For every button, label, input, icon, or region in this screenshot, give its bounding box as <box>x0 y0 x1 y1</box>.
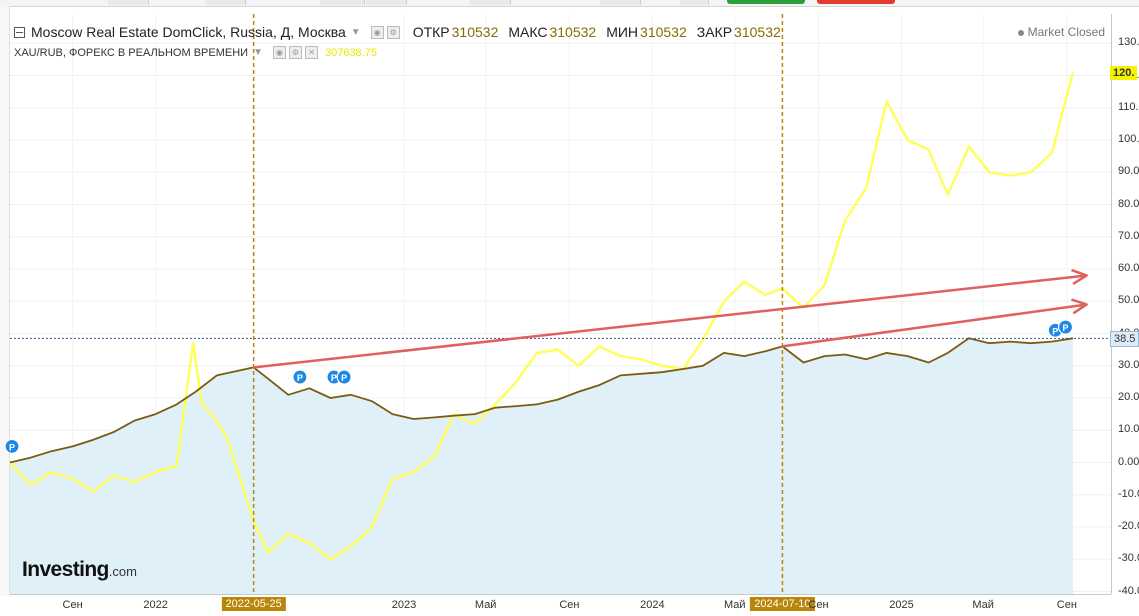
p-marker[interactable] <box>4 438 20 454</box>
secondary-last-badge: 120. <box>1110 66 1138 80</box>
x-tick-label: 2024 <box>640 599 665 611</box>
open-label: ОТКР <box>412 24 450 40</box>
p-marker[interactable] <box>336 369 352 385</box>
toolbar-button[interactable] <box>320 0 365 5</box>
y-tick-label: 70.00 <box>1118 229 1139 242</box>
y-tick-label: -10.00 <box>1118 487 1139 500</box>
primary-series-area <box>10 338 1073 594</box>
logo-name: Investing <box>22 558 109 581</box>
x-tick-label: Сен <box>808 599 829 611</box>
x-tick-label: Сен <box>62 599 83 611</box>
y-axis-line <box>1111 14 1112 594</box>
x-tick-label: Май <box>972 599 994 611</box>
event-vertical-lines <box>252 14 784 594</box>
p-marker-label: P <box>341 373 347 383</box>
x-tick-label: 2022 <box>143 599 168 611</box>
x-tick-label: Май <box>474 599 497 611</box>
logo-suffix: .com <box>108 564 137 579</box>
y-tick-label: 60.00 <box>1118 262 1139 274</box>
trend-arrow-head <box>1071 298 1088 315</box>
high-value: 310532 <box>549 24 597 40</box>
chevron-down-icon[interactable]: ▼ <box>350 26 361 38</box>
y-tick-label: 50.00 <box>1118 294 1139 307</box>
x-tick-label: Сен <box>1056 599 1077 611</box>
y-tick-label: 30.00 <box>1118 358 1139 371</box>
investing-logo: Investing.com <box>22 558 137 582</box>
y-tick-label: 10.00 <box>1118 423 1139 436</box>
gear-icon[interactable]: ⚙ <box>386 25 400 39</box>
toolbar-button[interactable] <box>366 0 407 5</box>
y-tick-label: 100.00 <box>1118 133 1139 145</box>
low-label: МИН <box>606 24 639 40</box>
legend-secondary[interactable]: XAU/RUB, ФОРЕКС В РЕАЛЬНОМ ВРЕМЕНИ ▼ ◉ ⚙… <box>14 46 377 59</box>
close-value: 310532 <box>734 24 781 40</box>
buy-button[interactable] <box>727 0 805 4</box>
trend-arrows <box>253 268 1088 369</box>
trend-arrow <box>253 274 1087 369</box>
y-tick-label: -40.00 <box>1118 584 1139 597</box>
visibility-icon[interactable]: ◉ <box>370 25 384 39</box>
y-tick-label: 110.00 <box>1118 100 1139 113</box>
status-dot-icon <box>1017 29 1024 36</box>
high-label: МАКС <box>508 24 548 40</box>
close-label: ЗАКР <box>696 24 733 40</box>
trend-arrow <box>782 303 1087 348</box>
x-tick-label: Май <box>723 599 746 611</box>
legend-primary[interactable]: Moscow Real Estate DomClick, Russia, Д, … <box>14 24 781 40</box>
visibility-icon[interactable]: ◉ <box>272 46 286 59</box>
toolbar-button[interactable] <box>205 0 246 5</box>
y-tick-label: 20.00 <box>1118 391 1139 403</box>
close-icon[interactable]: ✕ <box>304 46 318 59</box>
market-status: Market Closed <box>1017 25 1105 39</box>
top-toolbar <box>0 0 1139 7</box>
x-tick-highlight: 2022-05-25 <box>221 597 286 611</box>
x-tick-label: 2023 <box>391 599 417 611</box>
y-tick-label: 80.00 <box>1118 197 1139 210</box>
toolbar-button[interactable] <box>600 0 641 5</box>
open-value: 310532 <box>451 24 499 40</box>
p-marker-label: P <box>297 373 303 383</box>
collapse-icon[interactable] <box>14 26 25 38</box>
p-markers: PP P PP P <box>4 319 1074 454</box>
gear-icon[interactable]: ⚙ <box>288 46 302 59</box>
sell-button[interactable] <box>817 0 895 4</box>
primary-series-line <box>9 337 1074 464</box>
y-tick-label: 0.00 <box>1118 455 1139 468</box>
p-marker[interactable] <box>292 369 308 385</box>
legend-title: Moscow Real Estate DomClick, Russia, Д, … <box>31 24 346 40</box>
primary-last-badge: 38.5 <box>1110 331 1139 347</box>
toolbar-button[interactable] <box>680 0 709 5</box>
toolbar-button[interactable] <box>108 0 149 5</box>
y-tick-label: -20.00 <box>1118 520 1139 532</box>
y-tick-label: 90.00 <box>1118 165 1139 178</box>
x-tick-highlight: 2024-07-10 <box>750 597 815 611</box>
chevron-down-icon[interactable]: ▼ <box>253 47 263 58</box>
p-marker[interactable] <box>1057 319 1074 335</box>
left-scroll-gutter[interactable] <box>0 6 10 596</box>
secondary-title: XAU/RUB, ФОРЕКС В РЕАЛЬНОМ ВРЕМЕНИ <box>14 46 249 59</box>
y-tick-label: -30.00 <box>1118 552 1139 565</box>
p-marker-label: P <box>9 442 15 452</box>
p-marker-label: P <box>331 373 337 383</box>
p-marker-label: P <box>1063 323 1069 333</box>
low-value: 310532 <box>640 24 687 40</box>
secondary-series-line <box>9 71 1075 561</box>
secondary-value: 307638.75 <box>324 46 377 59</box>
x-axis-line <box>10 594 1111 595</box>
p-marker-label: P <box>1052 326 1058 336</box>
x-tick-label: 2025 <box>889 599 914 611</box>
toolbar-button[interactable] <box>470 0 511 5</box>
trend-arrow-head <box>1071 268 1088 286</box>
y-tick-label: 130.00 <box>1118 36 1139 49</box>
x-tick-label: Сен <box>559 599 580 611</box>
market-status-text: Market Closed <box>1027 25 1105 39</box>
